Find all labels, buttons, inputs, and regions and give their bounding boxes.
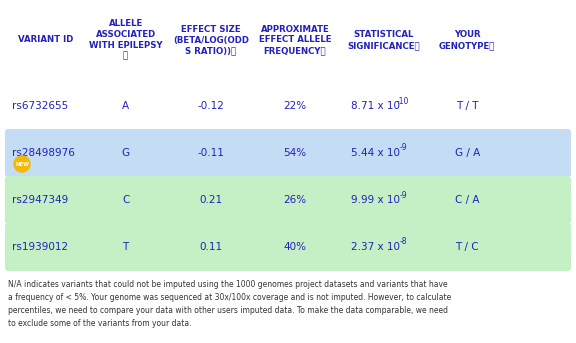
FancyBboxPatch shape	[5, 223, 571, 271]
Text: 8.71 x 10: 8.71 x 10	[351, 101, 400, 111]
Text: rs28498976: rs28498976	[12, 148, 75, 158]
Text: C / A: C / A	[455, 195, 479, 205]
Text: G / A: G / A	[454, 148, 480, 158]
Text: 9.99 x 10: 9.99 x 10	[351, 195, 400, 205]
FancyBboxPatch shape	[5, 176, 571, 224]
Text: to exclude some of the variants from your data.: to exclude some of the variants from you…	[8, 319, 191, 328]
Text: 40%: 40%	[283, 242, 306, 252]
Text: NEW: NEW	[15, 162, 29, 166]
Text: a frequency of < 5%. Your genome was sequenced at 30x/100x coverage and is not i: a frequency of < 5%. Your genome was seq…	[8, 293, 451, 302]
Text: rs1939012: rs1939012	[12, 242, 68, 252]
Text: rs6732655: rs6732655	[12, 101, 68, 111]
Text: VARIANT ID: VARIANT ID	[18, 35, 74, 45]
Text: -9: -9	[399, 190, 407, 200]
FancyBboxPatch shape	[5, 129, 571, 177]
Text: G: G	[122, 148, 130, 158]
Text: 5.44 x 10: 5.44 x 10	[351, 148, 400, 158]
Text: ALLELE
ASSOCIATED
WITH EPILEPSY
ⓘ: ALLELE ASSOCIATED WITH EPILEPSY ⓘ	[89, 19, 162, 61]
Text: 0.11: 0.11	[199, 242, 222, 252]
Text: 2.37 x 10: 2.37 x 10	[351, 242, 400, 252]
Text: 22%: 22%	[283, 101, 306, 111]
Circle shape	[14, 156, 30, 172]
Text: A: A	[122, 101, 129, 111]
Text: -9: -9	[399, 143, 407, 153]
Text: APPROXIMATE
EFFECT ALLELE
FREQUENCYⓘ: APPROXIMATE EFFECT ALLELE FREQUENCYⓘ	[259, 25, 331, 55]
Text: C: C	[122, 195, 129, 205]
Text: T / C: T / C	[456, 242, 479, 252]
Text: YOUR
GENOTYPEⓘ: YOUR GENOTYPEⓘ	[439, 30, 495, 50]
Text: 0.21: 0.21	[199, 195, 222, 205]
Text: EFFECT SIZE
(BETA/LOG(ODD
S RATIO))ⓘ: EFFECT SIZE (BETA/LOG(ODD S RATIO))ⓘ	[173, 25, 249, 55]
Text: percentiles, we need to compare your data with other users imputed data. To make: percentiles, we need to compare your dat…	[8, 306, 448, 315]
Text: T / T: T / T	[456, 101, 479, 111]
Text: 26%: 26%	[283, 195, 306, 205]
Text: 54%: 54%	[283, 148, 306, 158]
Text: N/A indicates variants that could not be imputed using the 1000 genomes project : N/A indicates variants that could not be…	[8, 280, 448, 289]
Text: -0.12: -0.12	[198, 101, 225, 111]
Text: rs2947349: rs2947349	[12, 195, 68, 205]
Text: -10: -10	[397, 96, 410, 106]
Text: T: T	[123, 242, 128, 252]
Text: -8: -8	[399, 237, 407, 247]
Text: STATISTICAL
SIGNIFICANCEⓘ: STATISTICAL SIGNIFICANCEⓘ	[347, 30, 419, 50]
Text: -0.11: -0.11	[198, 148, 225, 158]
